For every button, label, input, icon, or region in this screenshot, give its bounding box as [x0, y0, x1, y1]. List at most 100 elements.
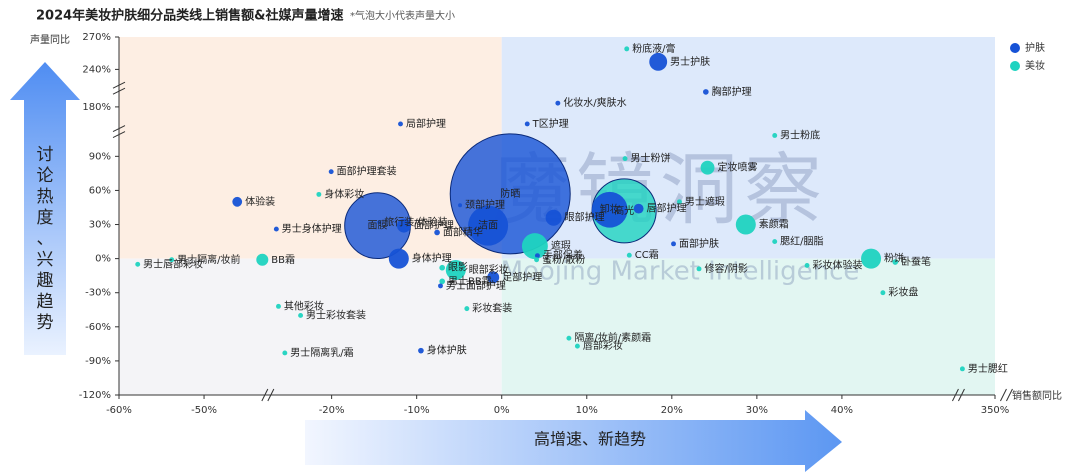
bubble	[316, 191, 322, 197]
axis-break	[112, 81, 126, 89]
y-tick-label: 270%	[82, 32, 111, 43]
bubble	[439, 278, 446, 285]
legend-marker	[1010, 61, 1020, 71]
point-label: 粉饼	[884, 252, 904, 265]
bubble	[892, 259, 899, 265]
point-label: 彩妆盘	[888, 286, 918, 299]
y-tick-label: -120%	[79, 390, 111, 401]
point-label: 隔离/妆前/素颜霜	[574, 331, 651, 344]
quadrant	[119, 37, 502, 259]
bubble	[521, 233, 548, 260]
axis-break	[958, 388, 965, 402]
bubble	[622, 156, 628, 162]
point-label: 身体护理	[412, 252, 452, 265]
point-label: 足部护理	[502, 270, 542, 283]
bubble	[468, 205, 509, 246]
point-label: 蜜粉/散粉	[542, 253, 585, 266]
bubble	[534, 257, 540, 263]
bubble	[880, 290, 886, 296]
x-tick-label: -20%	[319, 405, 345, 416]
point-label: 局部护理	[406, 117, 446, 130]
point-label: 男士身体护理	[282, 222, 342, 235]
point-label: 面部护理	[414, 219, 454, 232]
x-tick-label: 0%	[494, 405, 510, 416]
x-tick-label: 30%	[746, 405, 768, 416]
legend-marker	[1010, 43, 1020, 53]
bubble	[487, 271, 500, 284]
left-note: 讨论热度、兴趣趋势	[37, 145, 54, 333]
axis-break	[1006, 388, 1013, 402]
bubble	[534, 253, 540, 259]
point-label: 定妆喷雾	[717, 161, 757, 174]
bubble	[464, 306, 470, 312]
point-label: 男士彩妆套装	[306, 308, 366, 321]
y-tick-label: 90%	[89, 151, 111, 162]
bubble	[671, 241, 676, 247]
subtitle: *气泡大小代表声量大小	[350, 9, 455, 22]
point-label: 粉底液/膏	[632, 42, 675, 55]
bubble	[566, 335, 572, 341]
bubble	[445, 259, 466, 280]
point-label: 卧蚕笔	[901, 255, 931, 268]
point-label: 化妆水/爽肤水	[563, 96, 626, 109]
point-label: 腮红/胭脂	[780, 235, 823, 248]
point-label: 男士面部护理	[446, 279, 506, 292]
point-label: T区护理	[532, 117, 569, 130]
y-tick-label: 180%	[82, 102, 111, 113]
point-label: 男士粉饼	[630, 152, 670, 165]
point-label: 面膜	[368, 220, 388, 232]
point-label: 身体彩妆	[324, 187, 364, 200]
y-tick-label: 60%	[89, 185, 111, 196]
chart-title: 2024年美妆护肤细分品类线上销售额&社媒声量增速	[36, 8, 344, 24]
point-label: 其他彩妆	[284, 299, 324, 312]
point-label: 唇部护理	[647, 202, 687, 215]
bubble	[545, 209, 562, 226]
point-label: 男士腮红	[968, 362, 1008, 375]
bubble	[555, 100, 561, 106]
point-label: 男士护肤	[670, 55, 710, 68]
axis-break	[112, 131, 126, 139]
bubble	[772, 133, 778, 138]
axis-break	[1000, 388, 1007, 402]
bottom-note: 高增速、新趋势	[534, 430, 646, 449]
point-label: 手部保养	[543, 249, 583, 262]
bubble	[377, 220, 382, 225]
point-label: BB霜	[271, 254, 295, 266]
point-label: 面部护理套装	[337, 165, 397, 178]
x-tick-label: 20%	[661, 405, 683, 416]
point-label: 男士隔离乳/霜	[290, 346, 353, 359]
bubble	[804, 262, 810, 268]
y-tick-label: 0%	[95, 254, 111, 265]
bubble	[633, 203, 644, 214]
bubble	[735, 214, 756, 235]
point-label: 男士隔离/妆前	[177, 253, 240, 266]
bubble	[396, 218, 411, 233]
point-label: 体验装	[245, 195, 275, 208]
point-label: 遮瑕	[551, 239, 571, 252]
x-tick-label: -10%	[404, 405, 430, 416]
x-tick-label: -50%	[191, 405, 217, 416]
bubble	[273, 226, 279, 232]
point-label: 修容/阴影	[704, 262, 747, 275]
point-label: 洁面	[478, 219, 498, 232]
point-label: 眼影	[448, 262, 468, 274]
left-arrow	[10, 62, 80, 355]
bubble	[438, 283, 443, 289]
point-label: CC霜	[635, 249, 659, 261]
x-tick-label: 40%	[831, 405, 853, 416]
y-axis-title: 声量同比	[30, 33, 70, 46]
y-tick-label: -30%	[85, 288, 111, 299]
bubble	[591, 191, 628, 228]
bubble	[959, 366, 965, 372]
bubble	[524, 121, 530, 127]
point-label: 唇部彩妆	[583, 339, 623, 352]
point-label: 防晒	[500, 187, 520, 200]
bubble	[696, 266, 702, 272]
x-tick-label: -60%	[106, 405, 132, 416]
quadrant	[501, 258, 995, 395]
x-axis-title: 销售额同比	[1012, 389, 1062, 402]
x-tick-label: 350%	[981, 405, 1010, 416]
point-label: 卸妆	[600, 203, 620, 216]
quadrant	[119, 258, 502, 395]
